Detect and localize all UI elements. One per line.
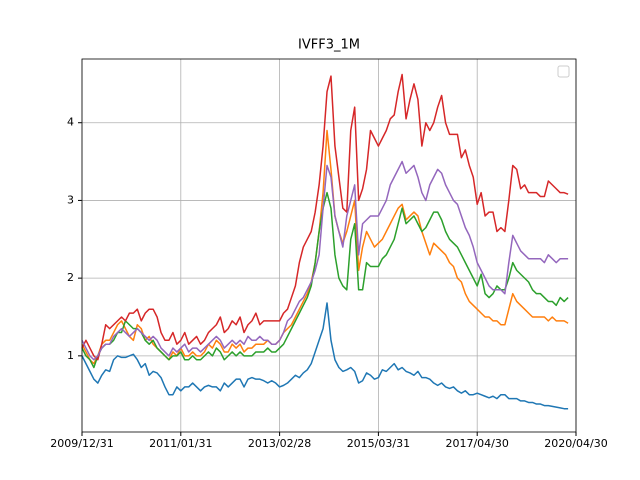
- y-tick-label: 1: [67, 349, 74, 362]
- x-tick-label: 2013/02/28: [248, 437, 311, 450]
- axes-frame: [81, 58, 577, 433]
- legend-box: [557, 65, 570, 78]
- y-tick-label: 3: [67, 193, 74, 206]
- line-series: [81, 302, 569, 410]
- line-series: [81, 73, 569, 361]
- x-tick-label: 2020/04/30: [544, 437, 607, 450]
- x-tick-label: 2015/03/31: [347, 437, 410, 450]
- y-tick-label: 2: [67, 271, 74, 284]
- line-series: [81, 160, 569, 361]
- x-tick-label: 2009/12/31: [50, 437, 113, 450]
- line-series: [81, 191, 569, 369]
- x-tick-label: 2017/04/30: [445, 437, 508, 450]
- chart-title: IVFF3_1M: [298, 38, 360, 53]
- y-tick-label: 4: [67, 116, 74, 129]
- x-tick-label: 2011/01/31: [149, 437, 212, 450]
